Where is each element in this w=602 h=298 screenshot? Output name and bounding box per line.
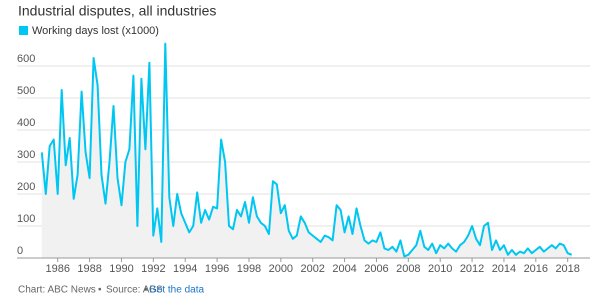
y-tick-label: 0 xyxy=(17,245,23,257)
y-tick-label: 400 xyxy=(17,117,35,129)
chart-title: Industrial disputes, all industries xyxy=(18,3,216,19)
get-data-link[interactable]: Get the data xyxy=(149,285,204,296)
x-tick-label: 1998 xyxy=(237,263,261,275)
x-tick-label: 2004 xyxy=(332,263,356,275)
series-line xyxy=(40,42,573,258)
y-tick-label: 100 xyxy=(17,213,35,225)
x-tick-label: 1990 xyxy=(109,263,133,275)
source-chart: Chart: ABC News xyxy=(18,285,96,296)
x-tick-label: 2000 xyxy=(269,263,293,275)
separator: • xyxy=(144,285,148,296)
y-tick-label: 200 xyxy=(17,181,35,193)
legend-swatch xyxy=(19,26,28,35)
x-tick-label: 2010 xyxy=(428,263,452,275)
x-tick-label: 2002 xyxy=(300,263,324,275)
area xyxy=(41,43,572,258)
legend-label: Working days lost (x1000) xyxy=(32,25,159,37)
x-tick-label: 2018 xyxy=(555,263,579,275)
x-tick-label: 2014 xyxy=(492,263,516,275)
x-tick-label: 1988 xyxy=(77,263,101,275)
x-tick-label: 2016 xyxy=(524,263,548,275)
x-tick-label: 1986 xyxy=(45,263,69,275)
source-data: Source: ABS xyxy=(106,285,163,296)
x-tick-label: 1996 xyxy=(205,263,229,275)
x-tick-label: 2006 xyxy=(364,263,388,275)
y-tick-label: 500 xyxy=(17,85,35,97)
y-tick-label: 300 xyxy=(17,149,35,161)
separator: • xyxy=(98,285,102,296)
x-tick-label: 1992 xyxy=(141,263,165,275)
x-tick-label: 2008 xyxy=(396,263,420,275)
x-tick-label: 1994 xyxy=(173,263,197,275)
y-tick-label: 600 xyxy=(17,53,35,65)
x-tick-label: 2012 xyxy=(460,263,484,275)
